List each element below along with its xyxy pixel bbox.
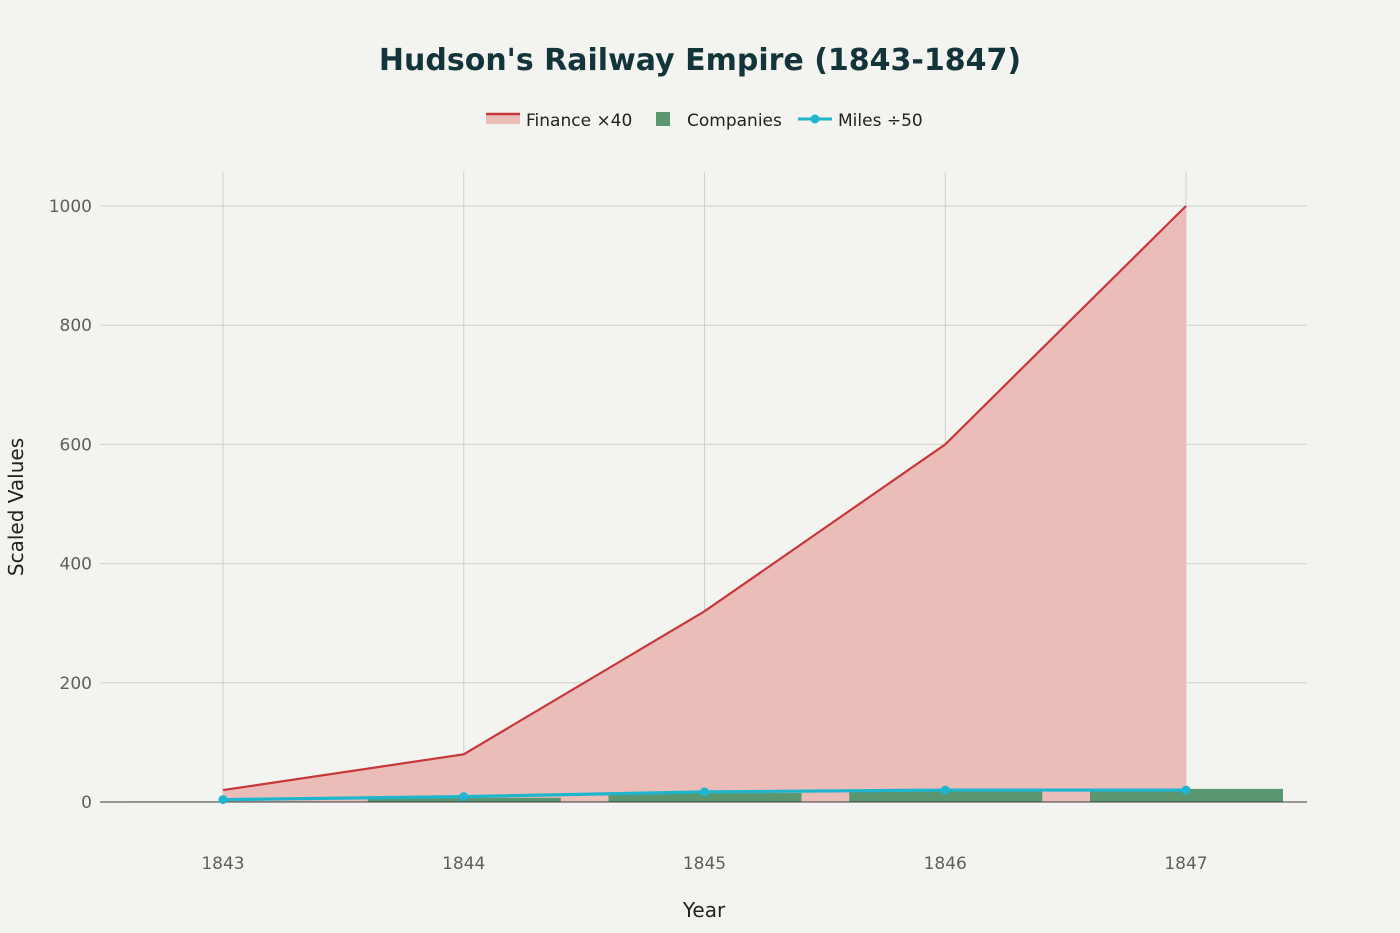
legend-item-miles[interactable]: Miles ÷50 <box>798 111 923 131</box>
x-tick-label: 1847 <box>1164 854 1207 874</box>
y-tick-label: 200 <box>60 674 92 694</box>
legend-label-companies: Companies <box>687 111 782 131</box>
chart-title: Hudson's Railway Empire (1843-1847) <box>379 43 1021 78</box>
miles-point[interactable] <box>700 787 709 797</box>
legend-label-miles: Miles ÷50 <box>838 111 923 131</box>
miles-point[interactable] <box>1181 785 1191 795</box>
y-tick-label: 1000 <box>49 197 92 217</box>
finance-line <box>222 205 1187 792</box>
companies-bar[interactable] <box>849 790 1043 802</box>
legend-label-finance: Finance ×40 <box>526 111 632 131</box>
y-tick-label: 800 <box>60 316 92 336</box>
x-tick-label: 1846 <box>924 854 967 874</box>
miles-point[interactable] <box>940 785 950 795</box>
x-tick-label: 1844 <box>442 854 485 874</box>
y-tick-label: 0 <box>81 793 92 813</box>
legend: Finance ×40 Companies Miles ÷50 <box>486 111 923 131</box>
legend-item-finance[interactable]: Finance ×40 <box>486 111 632 131</box>
companies-bar[interactable] <box>608 793 802 802</box>
finance-area-fill <box>223 206 1186 802</box>
legend-swatch-finance-fill <box>486 114 520 124</box>
y-tick-label: 600 <box>60 435 92 455</box>
x-axis-title: Year <box>682 898 726 922</box>
legend-swatch-miles-marker <box>810 114 820 124</box>
y-tick-label: 400 <box>60 555 92 575</box>
legend-item-companies[interactable]: Companies <box>656 111 782 131</box>
miles-point[interactable] <box>218 795 228 805</box>
companies-bar[interactable] <box>1090 788 1283 802</box>
miles-point[interactable] <box>459 792 469 802</box>
x-tick-label: 1845 <box>683 854 726 874</box>
y-axis-title: Scaled Values <box>4 438 28 576</box>
x-tick-label: 1843 <box>201 854 244 874</box>
legend-swatch-companies <box>656 112 670 126</box>
plot-area: 0 200 400 600 800 1000 1843 1844 1845 1846 1847 <box>49 172 1307 874</box>
